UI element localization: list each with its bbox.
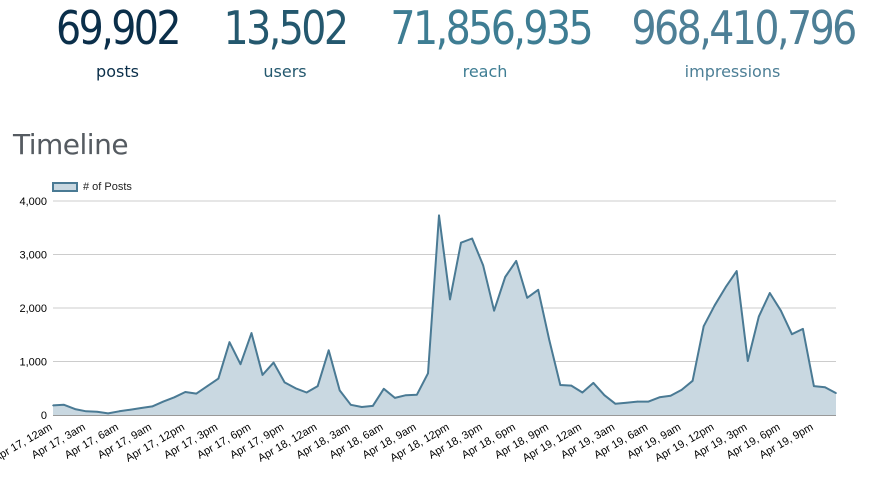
data-point: [570, 384, 573, 387]
data-point: [791, 333, 793, 335]
data-point: [107, 412, 109, 415]
data-point: [780, 309, 782, 312]
data-point: [482, 264, 484, 266]
data-point: [405, 394, 407, 396]
stat-value: 71,856,935: [390, 1, 593, 55]
data-point: [173, 396, 176, 399]
data-point: [592, 382, 595, 384]
data-point: [559, 384, 562, 386]
data-point: [658, 396, 661, 399]
stat-label: posts: [96, 62, 139, 81]
stat-label: reach: [462, 62, 508, 81]
stat-value: 968,410,796: [631, 1, 857, 55]
data-point: [504, 276, 507, 278]
data-point: [416, 393, 418, 396]
y-tick-label: 4,000: [19, 196, 47, 208]
data-point: [526, 297, 528, 299]
data-point: [372, 405, 374, 407]
data-point: [747, 360, 749, 362]
data-point: [669, 394, 672, 397]
stat-value: 69,902: [56, 1, 182, 55]
data-point: [327, 349, 330, 352]
data-point: [294, 387, 297, 390]
data-point: [250, 332, 253, 334]
section-title: Timeline: [13, 128, 129, 161]
data-point: [758, 315, 760, 318]
legend-label: # of Posts: [83, 181, 132, 193]
data-point: [460, 241, 462, 244]
data-point: [63, 404, 65, 406]
data-point: [802, 328, 804, 330]
data-point: [261, 374, 264, 376]
data-point: [438, 214, 440, 217]
stat-posts: 69,902 posts: [40, 0, 195, 82]
data-point: [96, 411, 98, 413]
data-point: [493, 309, 495, 312]
data-point: [427, 372, 429, 375]
data-point: [85, 410, 87, 413]
data-point: [305, 391, 308, 394]
data-point: [515, 260, 517, 262]
data-point: [316, 385, 319, 387]
stat-label: impressions: [684, 62, 781, 81]
data-point: [206, 385, 209, 387]
data-point: [636, 400, 639, 403]
data-point: [680, 389, 683, 391]
data-point: [835, 392, 837, 394]
data-point: [713, 304, 716, 307]
data-point: [625, 401, 628, 404]
data-point: [217, 377, 220, 380]
data-point: [74, 408, 76, 410]
data-point: [361, 406, 363, 408]
data-point: [239, 363, 242, 365]
data-point: [118, 410, 120, 413]
data-point: [471, 237, 473, 240]
data-point: [195, 392, 198, 395]
data-point: [162, 400, 165, 403]
data-point: [813, 385, 815, 387]
data-point: [537, 289, 539, 291]
data-point: [548, 339, 551, 341]
data-point: [350, 404, 352, 406]
data-point: [824, 386, 826, 388]
stats-bar: 69,902 posts 13,502 users 71,856,935 rea…: [0, 0, 871, 100]
data-point: [724, 286, 727, 288]
stat-label: users: [263, 62, 307, 81]
stat-reach: 71,856,935 reach: [375, 0, 595, 82]
data-point: [129, 408, 131, 411]
data-point: [283, 381, 286, 384]
data-point: [272, 361, 275, 364]
data-point: [735, 270, 738, 272]
stat-value: 13,502: [223, 1, 350, 55]
data-point: [614, 403, 617, 405]
data-point: [52, 404, 54, 407]
y-tick-label: 2,000: [19, 303, 47, 315]
data-point: [394, 397, 396, 399]
data-point: [769, 292, 771, 294]
data-point: [184, 391, 187, 393]
data-point: [338, 389, 341, 392]
data-point: [449, 298, 451, 301]
series-line: [52, 214, 837, 415]
data-point: [603, 394, 606, 396]
data-point: [647, 400, 650, 403]
series-area: [53, 215, 836, 415]
data-point: [691, 380, 694, 382]
data-point: [383, 388, 385, 390]
y-tick-label: 0: [41, 410, 47, 422]
data-point: [140, 407, 142, 409]
legend-swatch: [52, 182, 78, 192]
data-point: [151, 405, 154, 408]
data-point: [581, 391, 584, 394]
stat-users: 13,502 users: [210, 0, 360, 82]
data-point: [228, 341, 231, 343]
y-tick-label: 3,000: [19, 250, 47, 262]
stat-impressions: 968,410,796 impressions: [615, 0, 857, 82]
data-point: [702, 325, 705, 327]
y-tick-label: 1,000: [19, 357, 47, 369]
